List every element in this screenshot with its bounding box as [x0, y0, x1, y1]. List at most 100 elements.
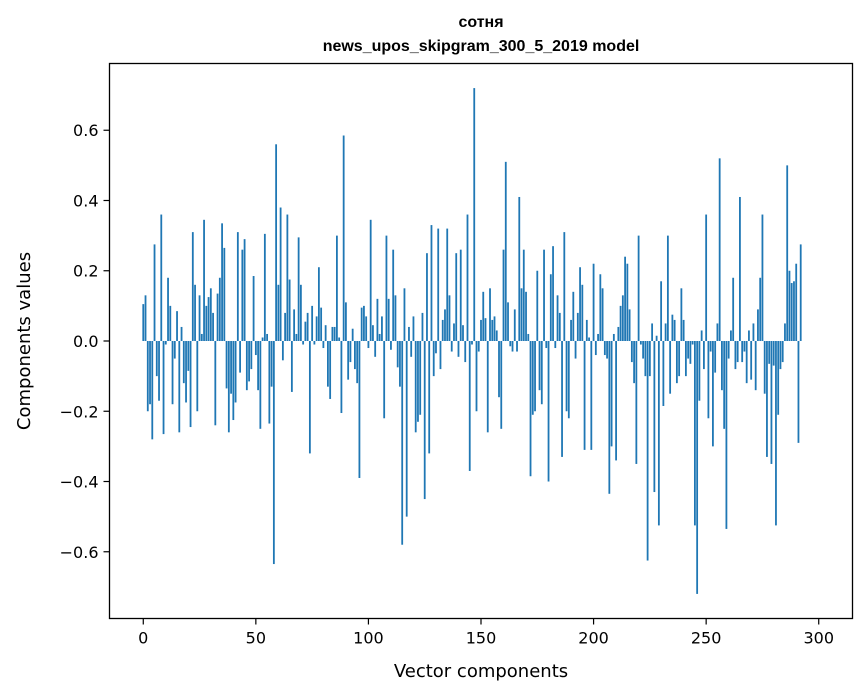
bar-187 [563, 232, 566, 341]
bar-279 [770, 341, 773, 464]
bar-126 [426, 253, 428, 341]
bar-222 [642, 341, 645, 359]
bar-56 [268, 341, 271, 424]
x-axis-label: Vector components [394, 661, 568, 682]
bar-248 [700, 330, 703, 341]
bar-218 [633, 341, 635, 384]
bar-98 [363, 305, 365, 341]
bar-181 [549, 274, 552, 341]
bar-244 [691, 341, 694, 345]
bar-115 [401, 341, 404, 545]
x-tick-label-300: 300 [803, 629, 834, 648]
bar-20 [187, 341, 190, 371]
bar-35 [221, 223, 223, 341]
bar-175 [536, 270, 539, 341]
bar-212 [619, 305, 622, 341]
bar-157 [495, 330, 498, 341]
bar-64 [286, 214, 289, 341]
bar-285 [784, 323, 786, 341]
bar-54 [263, 233, 266, 341]
bar-263 [734, 341, 737, 370]
bar-179 [545, 341, 548, 349]
bar-26 [200, 333, 203, 341]
bar-183 [554, 341, 557, 349]
y-tick-label-4: 0.2 [73, 262, 98, 281]
bar-282 [777, 341, 780, 415]
bar-120 [412, 316, 415, 341]
bar-260 [727, 341, 730, 359]
bar-33 [216, 293, 219, 341]
bar-184 [556, 295, 559, 341]
bar-155 [491, 319, 494, 341]
bar-225 [648, 341, 651, 377]
bar-19 [185, 341, 187, 403]
bar-97 [360, 307, 363, 341]
bar-171 [527, 333, 530, 341]
bar-101 [369, 219, 372, 341]
bar-276 [763, 341, 766, 394]
bar-151 [482, 291, 485, 341]
bar-197 [585, 319, 588, 341]
bar-196 [583, 341, 586, 450]
chart-subtitle: news_upos_skipgram_300_5_2019 model [323, 38, 640, 55]
bar-182 [552, 246, 554, 341]
y-tick-label-6: 0.6 [73, 121, 98, 140]
bar-283 [779, 341, 782, 370]
bar-41 [234, 341, 237, 403]
bar-233 [666, 235, 669, 341]
bar-211 [617, 326, 620, 341]
bar-290 [795, 263, 798, 341]
bar-180 [547, 341, 550, 482]
bar-220 [637, 235, 640, 341]
bar-258 [723, 341, 726, 429]
bar-77 [315, 316, 318, 341]
y-axis: −0.6 −0.4 −0.2 0.0 0.2 0.4 0.6 [60, 121, 110, 562]
bar-147 [473, 88, 476, 341]
bar-90 [345, 302, 347, 341]
bar-66 [290, 341, 293, 392]
bar-200 [592, 263, 595, 341]
bar-156 [493, 316, 496, 341]
bar-135 [446, 228, 449, 341]
bar-116 [403, 288, 406, 341]
bar-170 [525, 291, 527, 341]
bar-192 [574, 341, 577, 359]
bar-224 [646, 341, 649, 561]
bar-268 [745, 341, 748, 384]
bar-34 [218, 277, 221, 341]
bar-173 [531, 341, 534, 415]
bar-52 [259, 341, 262, 429]
bar-267 [743, 341, 746, 352]
bar-99 [365, 316, 368, 341]
bar-12 [169, 305, 172, 341]
bar-234 [669, 341, 672, 394]
bar-61 [279, 207, 282, 341]
bar-245 [693, 341, 696, 526]
bar-85 [333, 326, 336, 341]
bar-70 [299, 284, 302, 341]
bar-287 [788, 270, 791, 341]
bar-117 [405, 341, 408, 517]
bar-58 [272, 341, 275, 565]
bar-227 [653, 341, 656, 493]
bar-37 [225, 341, 228, 389]
bar-253 [712, 341, 714, 447]
bar-75 [311, 305, 314, 341]
bar-237 [675, 341, 678, 384]
bar-146 [471, 341, 473, 345]
bar-119 [410, 341, 413, 357]
bar-148 [475, 341, 478, 412]
chart-title: сотня [458, 14, 503, 31]
bar-164 [511, 341, 514, 352]
bar-39 [230, 341, 232, 394]
bar-48 [250, 341, 253, 370]
bar-168 [520, 288, 523, 341]
bar-50 [254, 341, 257, 356]
bar-109 [387, 298, 390, 341]
bar-91 [347, 341, 350, 380]
bar-68 [295, 333, 298, 341]
bar-178 [543, 249, 545, 341]
bar-176 [538, 341, 541, 391]
bar-78 [317, 267, 320, 341]
bar-160 [502, 249, 505, 341]
